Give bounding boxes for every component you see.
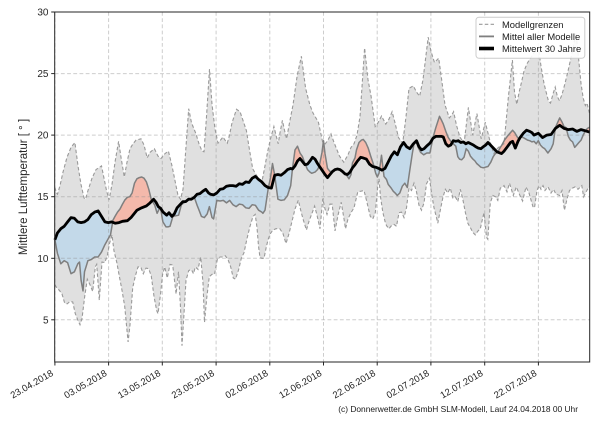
svg-text:25: 25	[37, 69, 49, 80]
svg-text:Modellgrenzen: Modellgrenzen	[502, 19, 564, 30]
svg-text:5: 5	[43, 315, 49, 326]
svg-text:20: 20	[37, 131, 49, 142]
svg-text:10: 10	[37, 254, 49, 265]
svg-text:Mittelwert 30 Jahre: Mittelwert 30 Jahre	[502, 43, 581, 54]
svg-text:(c) Donnerwetter.de GmbH SLM-M: (c) Donnerwetter.de GmbH SLM-Modell, Lau…	[338, 404, 578, 414]
svg-text:Mittel aller Modelle: Mittel aller Modelle	[502, 31, 580, 42]
svg-text:15: 15	[37, 192, 49, 203]
svg-text:Mittlere Lufttemperatur [ ° ]: Mittlere Lufttemperatur [ ° ]	[18, 119, 30, 255]
svg-text:30: 30	[37, 8, 49, 19]
